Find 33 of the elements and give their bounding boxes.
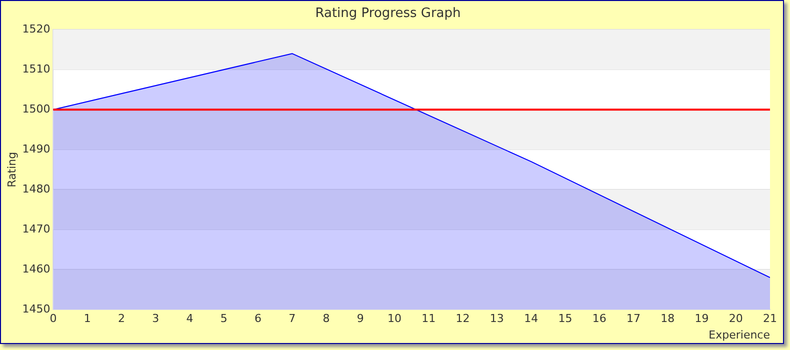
y-tick-label: 1470 bbox=[22, 222, 50, 236]
x-tick-label: 11 bbox=[422, 312, 436, 326]
y-tick-label: 1480 bbox=[22, 182, 50, 196]
chart-title: Rating Progress Graph bbox=[315, 6, 461, 22]
x-tick-label: 2 bbox=[118, 312, 125, 326]
y-tick-label: 1460 bbox=[22, 262, 50, 276]
x-tick-label: 21 bbox=[763, 312, 777, 326]
x-tick-label: 3 bbox=[152, 312, 160, 326]
x-tick-label: 13 bbox=[490, 312, 504, 326]
x-tick-label: 6 bbox=[254, 312, 262, 326]
x-tick-label: 7 bbox=[288, 312, 296, 326]
x-tick-label: 17 bbox=[626, 312, 640, 326]
x-tick-label: 4 bbox=[186, 312, 194, 326]
x-tick-label: 18 bbox=[660, 312, 675, 326]
x-tick-label: 8 bbox=[322, 312, 330, 326]
x-tick-label: 5 bbox=[220, 312, 228, 326]
x-tick-label: 20 bbox=[728, 312, 743, 326]
x-axis-title: Experience bbox=[708, 328, 770, 342]
x-tick-label: 10 bbox=[388, 312, 402, 326]
y-tick-label: 1490 bbox=[22, 142, 50, 156]
y-tick-label: 1510 bbox=[22, 62, 50, 76]
x-tick-label: 19 bbox=[694, 312, 709, 326]
x-tick-label: 12 bbox=[456, 312, 470, 326]
y-tick-label: 1450 bbox=[22, 302, 50, 316]
x-tick-label: 15 bbox=[558, 312, 572, 326]
y-axis-title: Rating bbox=[5, 152, 18, 188]
y-tick-label: 1500 bbox=[22, 102, 50, 116]
x-tick-label: 14 bbox=[524, 312, 538, 326]
x-tick-label: 0 bbox=[50, 312, 57, 326]
x-tick-label: 1 bbox=[84, 312, 91, 326]
y-tick-label: 1520 bbox=[22, 22, 50, 36]
x-tick-label: 16 bbox=[592, 312, 606, 326]
x-tick-label: 9 bbox=[356, 312, 364, 326]
